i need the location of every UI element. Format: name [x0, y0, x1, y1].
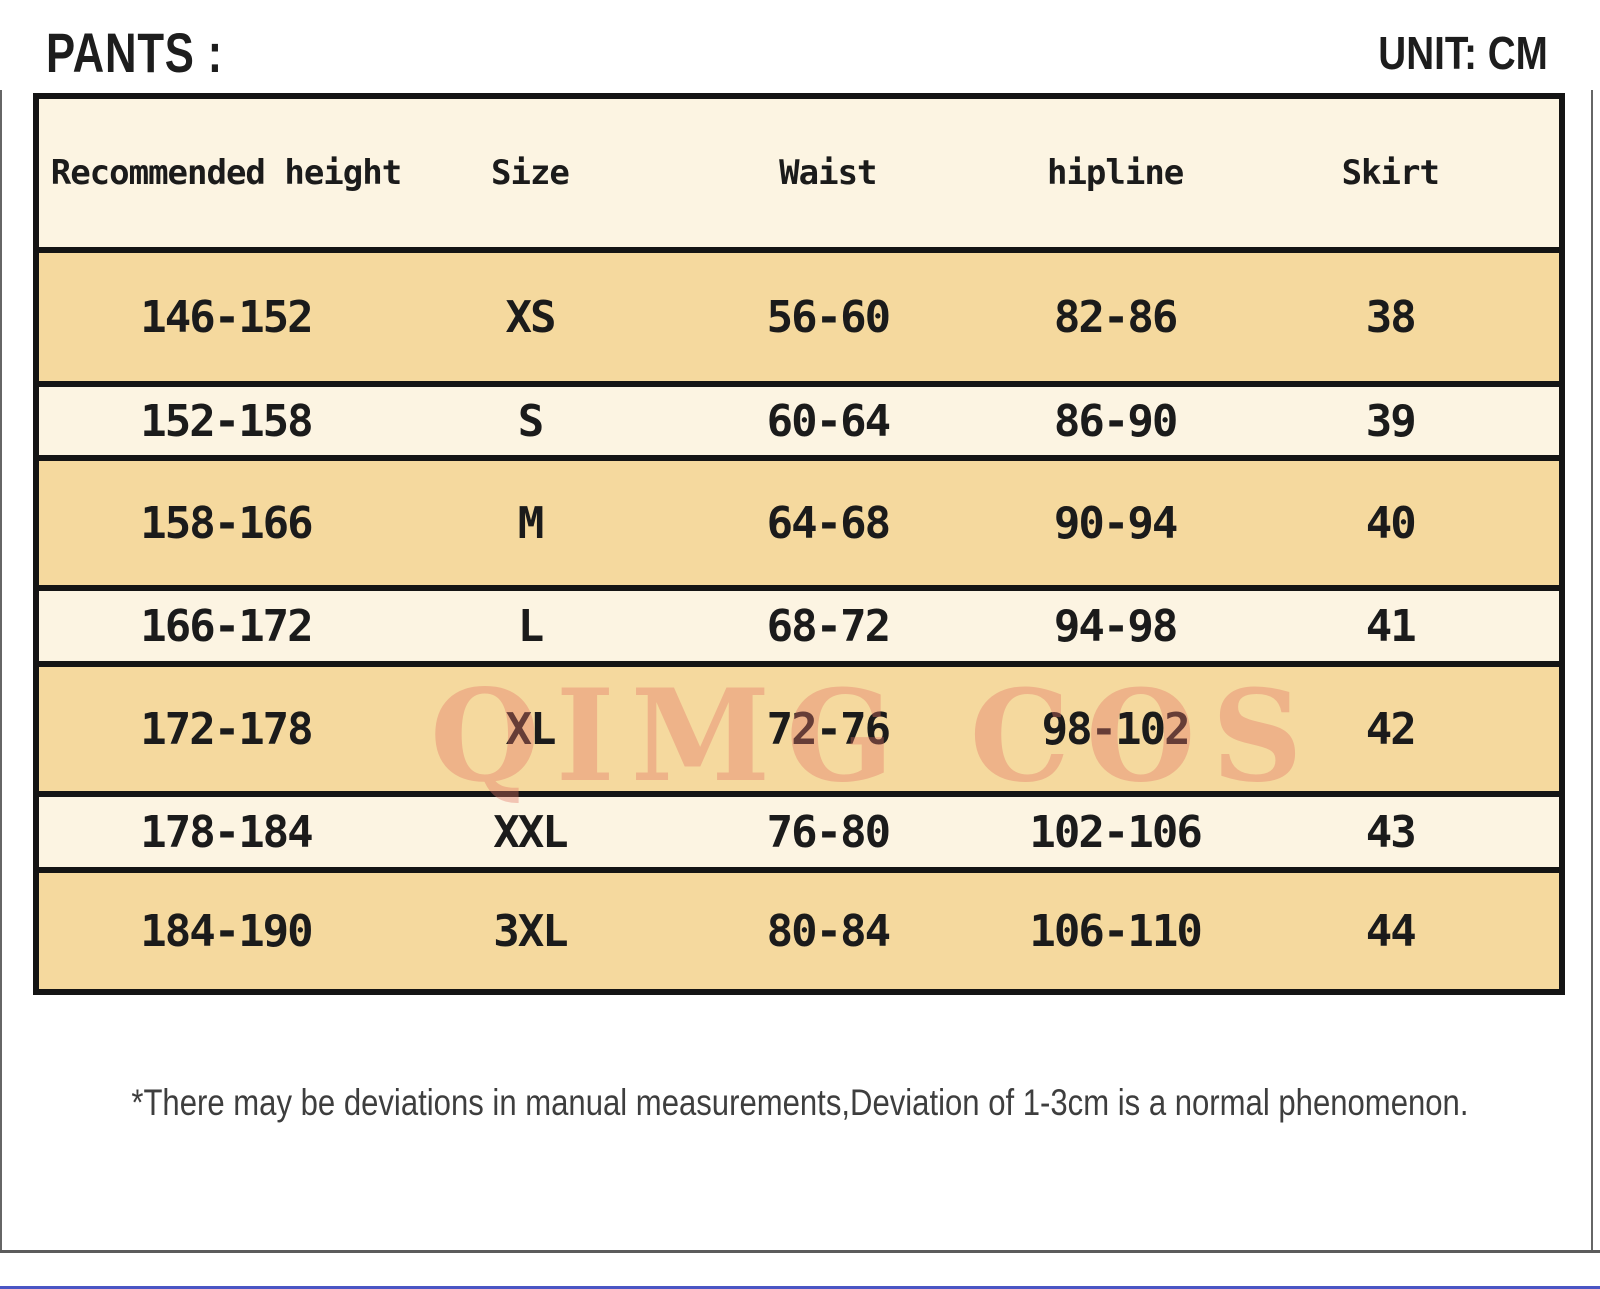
unit-label: UNIT: CM: [1378, 27, 1548, 79]
cell-size: S: [517, 395, 545, 447]
footnote-text: *There may be deviations in manual measu…: [131, 1082, 1469, 1123]
cell-skirt: 44: [1365, 905, 1417, 957]
cell-hipline: 106-110: [1029, 905, 1202, 957]
cell-hipline: 102-106: [1029, 806, 1202, 858]
cell-size: L: [517, 600, 545, 652]
bottom-blue-line: [0, 1286, 1600, 1289]
table-header-row: Recommended height Size Waist hipline Sk…: [39, 99, 1559, 247]
cell-skirt: 43: [1365, 806, 1417, 858]
cell-height: 184-190: [140, 905, 313, 957]
cell-size: XXL: [493, 806, 568, 858]
cell-hipline: 86-90: [1053, 395, 1178, 447]
cell-waist: 64-68: [766, 497, 891, 549]
cell-waist: 56-60: [766, 291, 891, 343]
size-table: Recommended height Size Waist hipline Sk…: [33, 93, 1565, 995]
header-cell-recommended-height: Recommended height: [50, 153, 402, 193]
cell-size: XS: [505, 291, 556, 343]
header-cell-size: Size: [491, 153, 570, 193]
cell-skirt: 40: [1365, 497, 1417, 549]
page-title: PANTS :: [46, 21, 223, 84]
cell-hipline: 90-94: [1053, 497, 1178, 549]
frame-line-bottom: [0, 1250, 1600, 1253]
cell-height: 146-152: [140, 291, 313, 343]
cell-hipline: 98-102: [1041, 703, 1191, 755]
table-row-xs: 146-152 XS 56-60 82-86 38: [39, 247, 1559, 381]
frame-line-left: [0, 90, 2, 1252]
footnote: *There may be deviations in manual measu…: [0, 1082, 1600, 1124]
cell-waist: 72-76: [766, 703, 891, 755]
cell-waist: 76-80: [766, 806, 891, 858]
cell-height: 166-172: [140, 600, 313, 652]
cell-skirt: 39: [1365, 395, 1417, 447]
frame-line-right: [1591, 90, 1593, 1252]
cell-size: XL: [505, 703, 556, 755]
header-cell-waist: Waist: [779, 153, 877, 193]
cell-height: 152-158: [140, 395, 313, 447]
table-row-3xl: 184-190 3XL 80-84 106-110 44: [39, 867, 1559, 989]
cell-skirt: 42: [1365, 703, 1417, 755]
cell-hipline: 94-98: [1053, 600, 1178, 652]
table-row-xl: 172-178 XL 72-76 98-102 42: [39, 661, 1559, 791]
cell-hipline: 82-86: [1053, 291, 1178, 343]
cell-waist: 80-84: [766, 905, 891, 957]
table-row-s: 152-158 S 60-64 86-90 39: [39, 381, 1559, 455]
cell-height: 172-178: [140, 703, 313, 755]
cell-size: 3XL: [493, 905, 568, 957]
cell-waist: 68-72: [766, 600, 891, 652]
table-row-l: 166-172 L 68-72 94-98 41: [39, 585, 1559, 661]
header-cell-hipline: hipline: [1046, 153, 1184, 193]
table-row-m: 158-166 M 64-68 90-94 40: [39, 455, 1559, 585]
cell-skirt: 41: [1365, 600, 1417, 652]
table-row-xxl: 178-184 XXL 76-80 102-106 43: [39, 791, 1559, 867]
cell-height: 178-184: [140, 806, 313, 858]
cell-height: 158-166: [140, 497, 313, 549]
cell-size: M: [517, 497, 545, 549]
cell-waist: 60-64: [766, 395, 891, 447]
header-cell-skirt: Skirt: [1341, 153, 1440, 193]
cell-skirt: 38: [1365, 291, 1417, 343]
